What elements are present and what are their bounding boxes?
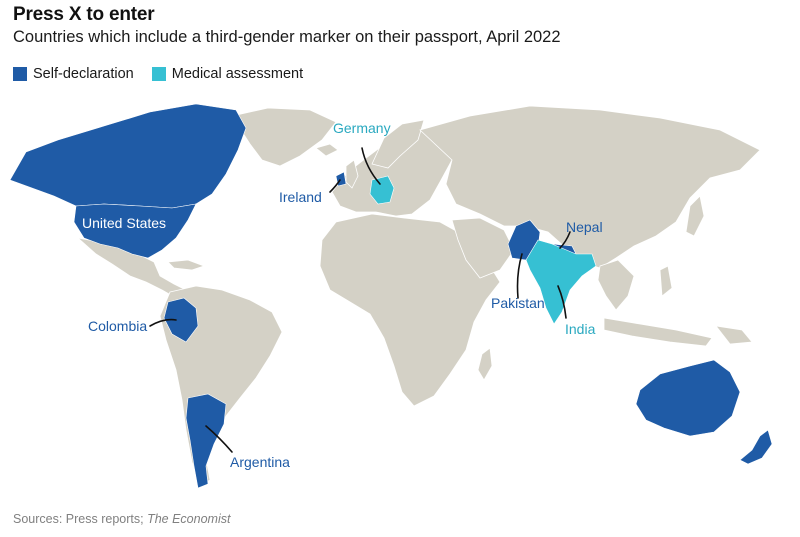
- germany-label: Germany: [333, 120, 391, 136]
- africa-shape: [319, 213, 501, 407]
- legend-item-medical-assessment: Medical assessment: [151, 66, 304, 82]
- legend-label-medical-assessment: Medical assessment: [171, 66, 304, 82]
- uk-shape: [345, 159, 359, 189]
- land-base: [76, 105, 761, 487]
- new-zealand-shape: [739, 429, 773, 465]
- png-shape: [715, 325, 753, 345]
- ireland-label: Ireland: [279, 189, 322, 205]
- nepal-label: Nepal: [566, 219, 603, 235]
- world-map: United States Germany Ireland Nepal Paki…: [9, 103, 773, 489]
- argentina-label: Argentina: [230, 454, 290, 470]
- germany-shape: [369, 175, 395, 205]
- argentina-leader: [205, 425, 233, 453]
- europe-shape: [331, 129, 453, 217]
- greenland-shape: [231, 107, 337, 167]
- legend-item-self-declaration: Self-declaration: [13, 66, 134, 82]
- legend-swatch-medical-assessment: [151, 67, 166, 81]
- indonesia-shape: [603, 317, 713, 347]
- legend: Self-declaration Medical assessment: [13, 66, 321, 82]
- caribbean-shape: [167, 259, 206, 271]
- india-shape: [525, 239, 597, 325]
- ireland-leader: [329, 179, 341, 193]
- argentina-shape: [185, 393, 227, 489]
- nepal-leader: [559, 231, 571, 249]
- madagascar-shape: [477, 347, 493, 381]
- source-publication: The Economist: [147, 512, 231, 526]
- colombia-leader: [149, 318, 177, 327]
- japan-shape: [685, 195, 705, 237]
- iceland-shape: [315, 143, 339, 157]
- legend-label-self-declaration: Self-declaration: [33, 66, 134, 82]
- legend-swatch-self-declaration: [13, 67, 27, 81]
- india-leader: [557, 285, 567, 319]
- source-prefix: Sources: Press reports;: [13, 512, 148, 526]
- source-note: Sources: Press reports; The Economist: [13, 512, 230, 526]
- middle-east-shape: [451, 217, 515, 279]
- colombia-label: Colombia: [88, 318, 147, 334]
- germany-leader: [361, 147, 381, 185]
- australia-shape: [635, 359, 741, 437]
- canada-shape: [9, 103, 247, 209]
- united-states-shape: [73, 203, 197, 259]
- pakistan-leader: [516, 253, 523, 299]
- united-states-label: United States: [82, 215, 166, 231]
- pakistan-label: Pakistan: [491, 295, 545, 311]
- india-label: India: [565, 321, 596, 337]
- chart-title: Press X to enter: [13, 4, 155, 25]
- philippines-shape: [659, 265, 673, 297]
- chart-subtitle: Countries which include a third-gender m…: [13, 28, 561, 46]
- asia-shape: [419, 105, 761, 269]
- southeast-asia-shape: [597, 259, 635, 311]
